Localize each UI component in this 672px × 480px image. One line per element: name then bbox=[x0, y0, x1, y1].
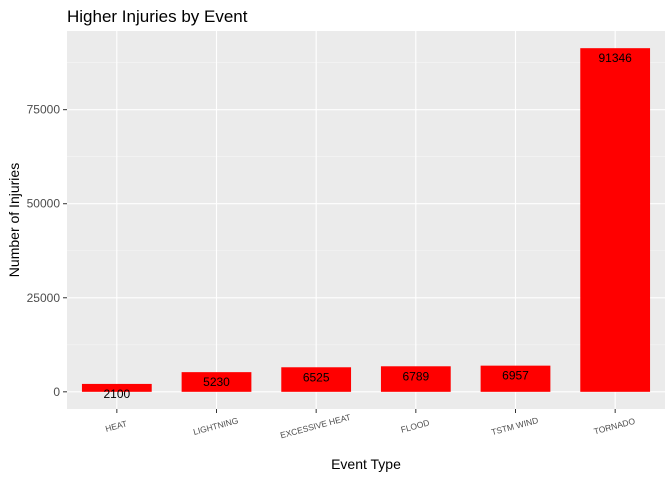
data-label: 2100 bbox=[103, 387, 130, 401]
y-tick-label: 0 bbox=[53, 385, 60, 399]
chart-title: Higher Injuries by Event bbox=[67, 7, 248, 26]
x-tick-label: EXCESSIVE HEAT bbox=[279, 412, 352, 440]
plot-panel bbox=[67, 31, 665, 409]
data-label: 91346 bbox=[598, 51, 632, 65]
bar-lightning bbox=[181, 372, 252, 392]
data-label: 6525 bbox=[303, 370, 330, 384]
x-axis-ticks: HEAT LIGHTNING EXCESSIVE HEAT FLOOD TSTM WIN… bbox=[104, 409, 637, 440]
y-tick-label: 75000 bbox=[27, 103, 61, 117]
y-tick-label: 25000 bbox=[27, 291, 61, 305]
bars bbox=[81, 48, 651, 392]
bar-flood bbox=[380, 366, 451, 392]
data-labels: 2100 5230 6525 6789 6957 91346 bbox=[103, 51, 632, 401]
x-axis-title: Event Type bbox=[331, 456, 401, 472]
x-tick-label: LIGHTNING bbox=[192, 415, 239, 437]
data-label: 6789 bbox=[402, 369, 429, 383]
x-tick-label: HEAT bbox=[104, 418, 128, 433]
data-label: 6957 bbox=[502, 369, 529, 383]
bar-heat bbox=[81, 383, 152, 392]
bar-excessive-heat bbox=[281, 367, 352, 392]
x-tick-label: TSTM WIND bbox=[490, 415, 539, 437]
bar-tornado bbox=[580, 48, 651, 392]
x-tick-label: TORNADO bbox=[593, 416, 637, 437]
y-axis-ticks: 0 25000 50000 75000 bbox=[27, 103, 67, 399]
bar-tstm-wind bbox=[480, 365, 551, 392]
data-label: 5230 bbox=[203, 375, 230, 389]
x-tick-label: FLOOD bbox=[400, 417, 431, 434]
y-tick-label: 50000 bbox=[27, 197, 61, 211]
y-axis-title: Number of Injuries bbox=[6, 163, 22, 277]
